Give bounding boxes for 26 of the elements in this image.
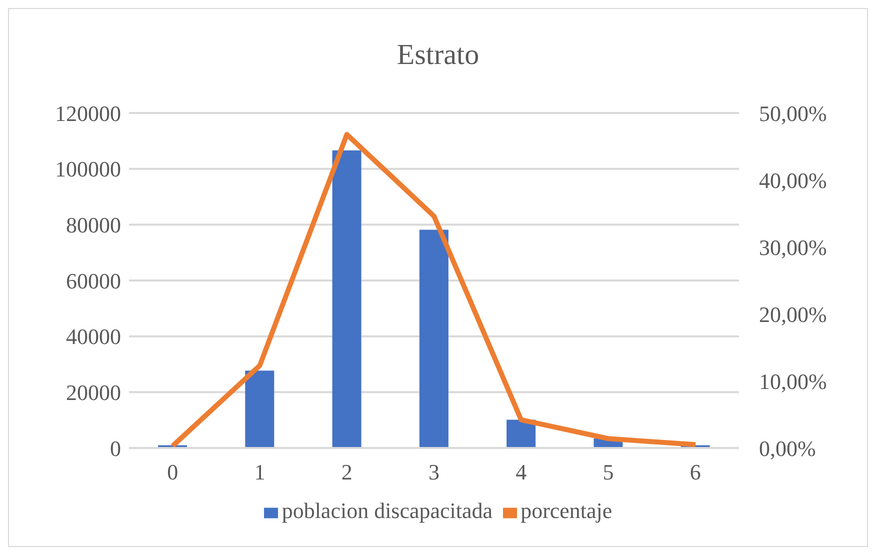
x-tick-label: 5 <box>602 460 614 485</box>
y2-tick-label: 40,00% <box>759 168 827 193</box>
x-tick-label: 0 <box>167 460 178 485</box>
y-tick-label: 80000 <box>66 212 121 238</box>
legend-label: poblacion discapacitada <box>282 498 493 523</box>
y2-tick-label: 0,00% <box>759 436 816 461</box>
x-tick-label: 1 <box>254 460 266 485</box>
y-tick-label: 0 <box>110 436 121 461</box>
x-tick-label: 6 <box>690 460 701 485</box>
x-tick-label: 2 <box>341 460 352 485</box>
y2-tick-label: 10,00% <box>759 368 827 394</box>
y-tick-label: 20000 <box>66 380 121 405</box>
chart-title: Estrato <box>396 39 480 72</box>
y-tick-label: 100000 <box>55 156 121 182</box>
y-tick-label: 120000 <box>55 100 121 126</box>
bar <box>419 230 448 448</box>
x-tick-label: 3 <box>428 460 440 485</box>
y-tick-label: 40000 <box>66 324 121 350</box>
y-tick-label: 60000 <box>66 268 121 294</box>
y2-tick-label: 50,00% <box>759 100 827 126</box>
bar <box>245 370 274 448</box>
y2-tick-label: 20,00% <box>759 302 827 327</box>
y2-tick-label: 30,00% <box>759 234 827 260</box>
bar <box>332 150 362 448</box>
x-tick-label: 4 <box>516 460 527 485</box>
legend-label: porcentaje <box>520 498 612 523</box>
